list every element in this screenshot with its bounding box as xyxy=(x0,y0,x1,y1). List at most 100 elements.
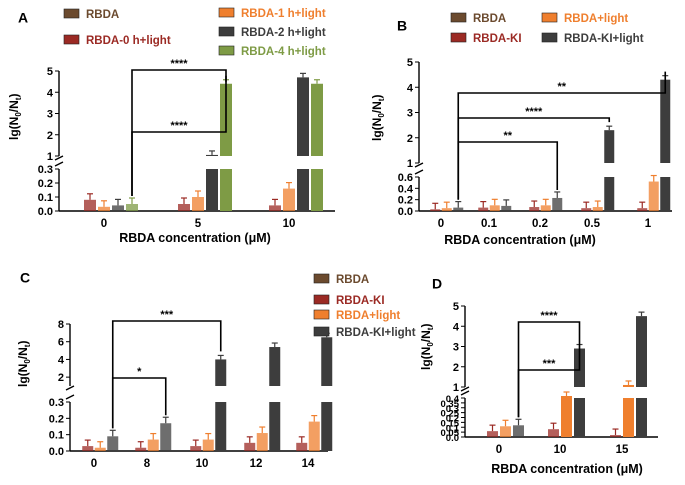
y-axis-label-part: /N xyxy=(16,347,30,359)
legend-entry: RBDA+light xyxy=(336,310,400,322)
bar-rbda-ki xyxy=(135,447,147,451)
y-tick-label: 1 xyxy=(407,158,413,170)
legend-swatch xyxy=(218,7,235,18)
bar-rbda-ki-light xyxy=(636,398,647,437)
bar-rbda-ki-light xyxy=(660,177,671,211)
y-tick-label: 4 xyxy=(453,321,460,333)
bar-rbda-1-h-light xyxy=(98,206,110,211)
bar-rbda-2-h-light xyxy=(297,77,309,156)
y-axis-label-part: t xyxy=(23,344,32,347)
bar-rbda-light xyxy=(147,439,159,451)
significance-bracket xyxy=(457,141,559,200)
bar-rbda-4-h-light xyxy=(126,204,138,211)
y-tick-label: 3 xyxy=(453,342,459,354)
bar-rbda-ki-light xyxy=(604,177,615,211)
y-axis-label: lg(N0/Nt) xyxy=(16,341,32,387)
bar-rbda-ki xyxy=(487,431,498,437)
bar-rbda-ki xyxy=(190,446,202,451)
legend-swatch xyxy=(63,8,80,19)
legend-entry: RBDA-KI+light xyxy=(564,33,644,45)
y-axis-label: lg(N0/Nt) xyxy=(419,324,435,370)
bar-rbda-ki-light xyxy=(501,205,512,211)
significance-label: * xyxy=(137,366,142,378)
y-tick-label: 0.0 xyxy=(49,446,64,458)
axis-break-mark xyxy=(460,386,470,396)
legend-entry: RBDA-2 h+light xyxy=(241,27,326,39)
y-tick-label: 3 xyxy=(47,109,53,121)
legend-entry: RBDA+light xyxy=(564,13,628,25)
bar-rbda-ki-light xyxy=(453,207,464,211)
bar-rbda-light xyxy=(561,398,572,437)
significance-label: ** xyxy=(557,81,566,93)
bar-rbda-ki-light xyxy=(321,337,333,386)
bar-rbda-light xyxy=(561,396,572,398)
legend-entry: RBDA-KI+light xyxy=(336,327,416,339)
bar-rbda-light xyxy=(500,426,511,437)
bar-rbda-ki-light xyxy=(269,347,281,386)
legend-entry: RBDA xyxy=(473,13,506,25)
x-tick-label: 10 xyxy=(196,458,209,470)
x-tick-label: 10 xyxy=(283,218,296,230)
y-tick-label: 0.6 xyxy=(398,172,413,184)
bar-rbda-light xyxy=(489,205,500,211)
legend-entry: RBDA-KI xyxy=(336,295,385,307)
bar-rbda-ki-light xyxy=(636,316,647,387)
x-tick-label: 14 xyxy=(302,458,315,470)
x-tick-label: 10 xyxy=(554,444,567,456)
bar-rbda-ki-light xyxy=(160,423,172,451)
y-axis-label-part: ) xyxy=(7,94,21,98)
y-tick-label: 0.4 xyxy=(398,183,414,195)
y-tick-label: 0.2 xyxy=(38,178,53,190)
panel-d: D 0.00.050.10.150.20.250.30.350.41 2 3 4 5 lg(… xyxy=(419,275,658,476)
bar-rbda-light xyxy=(592,207,603,211)
significance-label: **** xyxy=(170,120,188,132)
y-axis-label-part: 0 xyxy=(23,359,32,364)
y-tick-label: 5 xyxy=(453,301,459,313)
bar-rbda-light xyxy=(623,384,634,387)
bar-rbda-ki-light xyxy=(321,402,333,451)
significance-bracket xyxy=(517,340,581,418)
legend-swatch xyxy=(541,12,558,23)
y-tick-label: 0.1 xyxy=(49,430,64,442)
y-tick-label: 0.2 xyxy=(49,413,64,425)
y-tick-label: 1 xyxy=(453,382,459,394)
y-axis-label: lg(N0/Nt) xyxy=(7,94,23,140)
legend-swatch xyxy=(218,26,235,37)
bar-rbda-1-h-light xyxy=(283,188,295,211)
significance-bracket xyxy=(111,377,167,429)
significance-label: **** xyxy=(540,310,558,322)
y-tick-label: 0.25 xyxy=(441,409,460,420)
x-tick-label: 0.2 xyxy=(532,218,548,230)
bar-rbda-ki xyxy=(296,442,308,451)
y-tick-label: 4 xyxy=(58,354,65,366)
legend-entry: RBDA-0 h+light xyxy=(86,35,171,47)
y-axis-label-part: 0 xyxy=(377,113,386,118)
bar-rbda-2-h-light xyxy=(112,205,124,211)
y-axis-label-part: t xyxy=(426,327,435,330)
legend-entry: RBDA-KI xyxy=(473,33,522,45)
y-tick-label: 0.3 xyxy=(446,404,459,415)
legend-swatch xyxy=(313,326,330,337)
bar-rbda-ki xyxy=(82,446,94,451)
y-axis-label-part: /N xyxy=(7,100,21,112)
bar-rbda-0-h-light xyxy=(84,199,96,211)
bar-rbda-ki xyxy=(430,209,441,211)
x-tick-label: 8 xyxy=(144,458,151,470)
significance-label: *** xyxy=(543,358,557,370)
y-axis-label-part: t xyxy=(377,98,386,101)
y-tick-label: 5 xyxy=(407,57,413,69)
x-tick-label: 0 xyxy=(496,444,502,456)
y-axis-label-part: lg(N xyxy=(16,364,30,387)
bar-rbda-4-h-light xyxy=(220,169,232,211)
axis-break-mark xyxy=(414,162,424,175)
y-axis-label-part: ) xyxy=(16,341,30,345)
x-axis-label: RBDA concentration (μM) xyxy=(444,233,596,247)
legend-swatch xyxy=(313,309,330,320)
legend-swatch xyxy=(541,32,558,43)
bar-rbda-light xyxy=(256,433,268,451)
legend-entry: RBDA xyxy=(86,9,119,21)
y-axis-label: lg(N0/Nt) xyxy=(370,95,386,141)
axis-break-mark xyxy=(65,385,75,400)
legend-entry: RBDA-4 h+light xyxy=(241,46,326,58)
